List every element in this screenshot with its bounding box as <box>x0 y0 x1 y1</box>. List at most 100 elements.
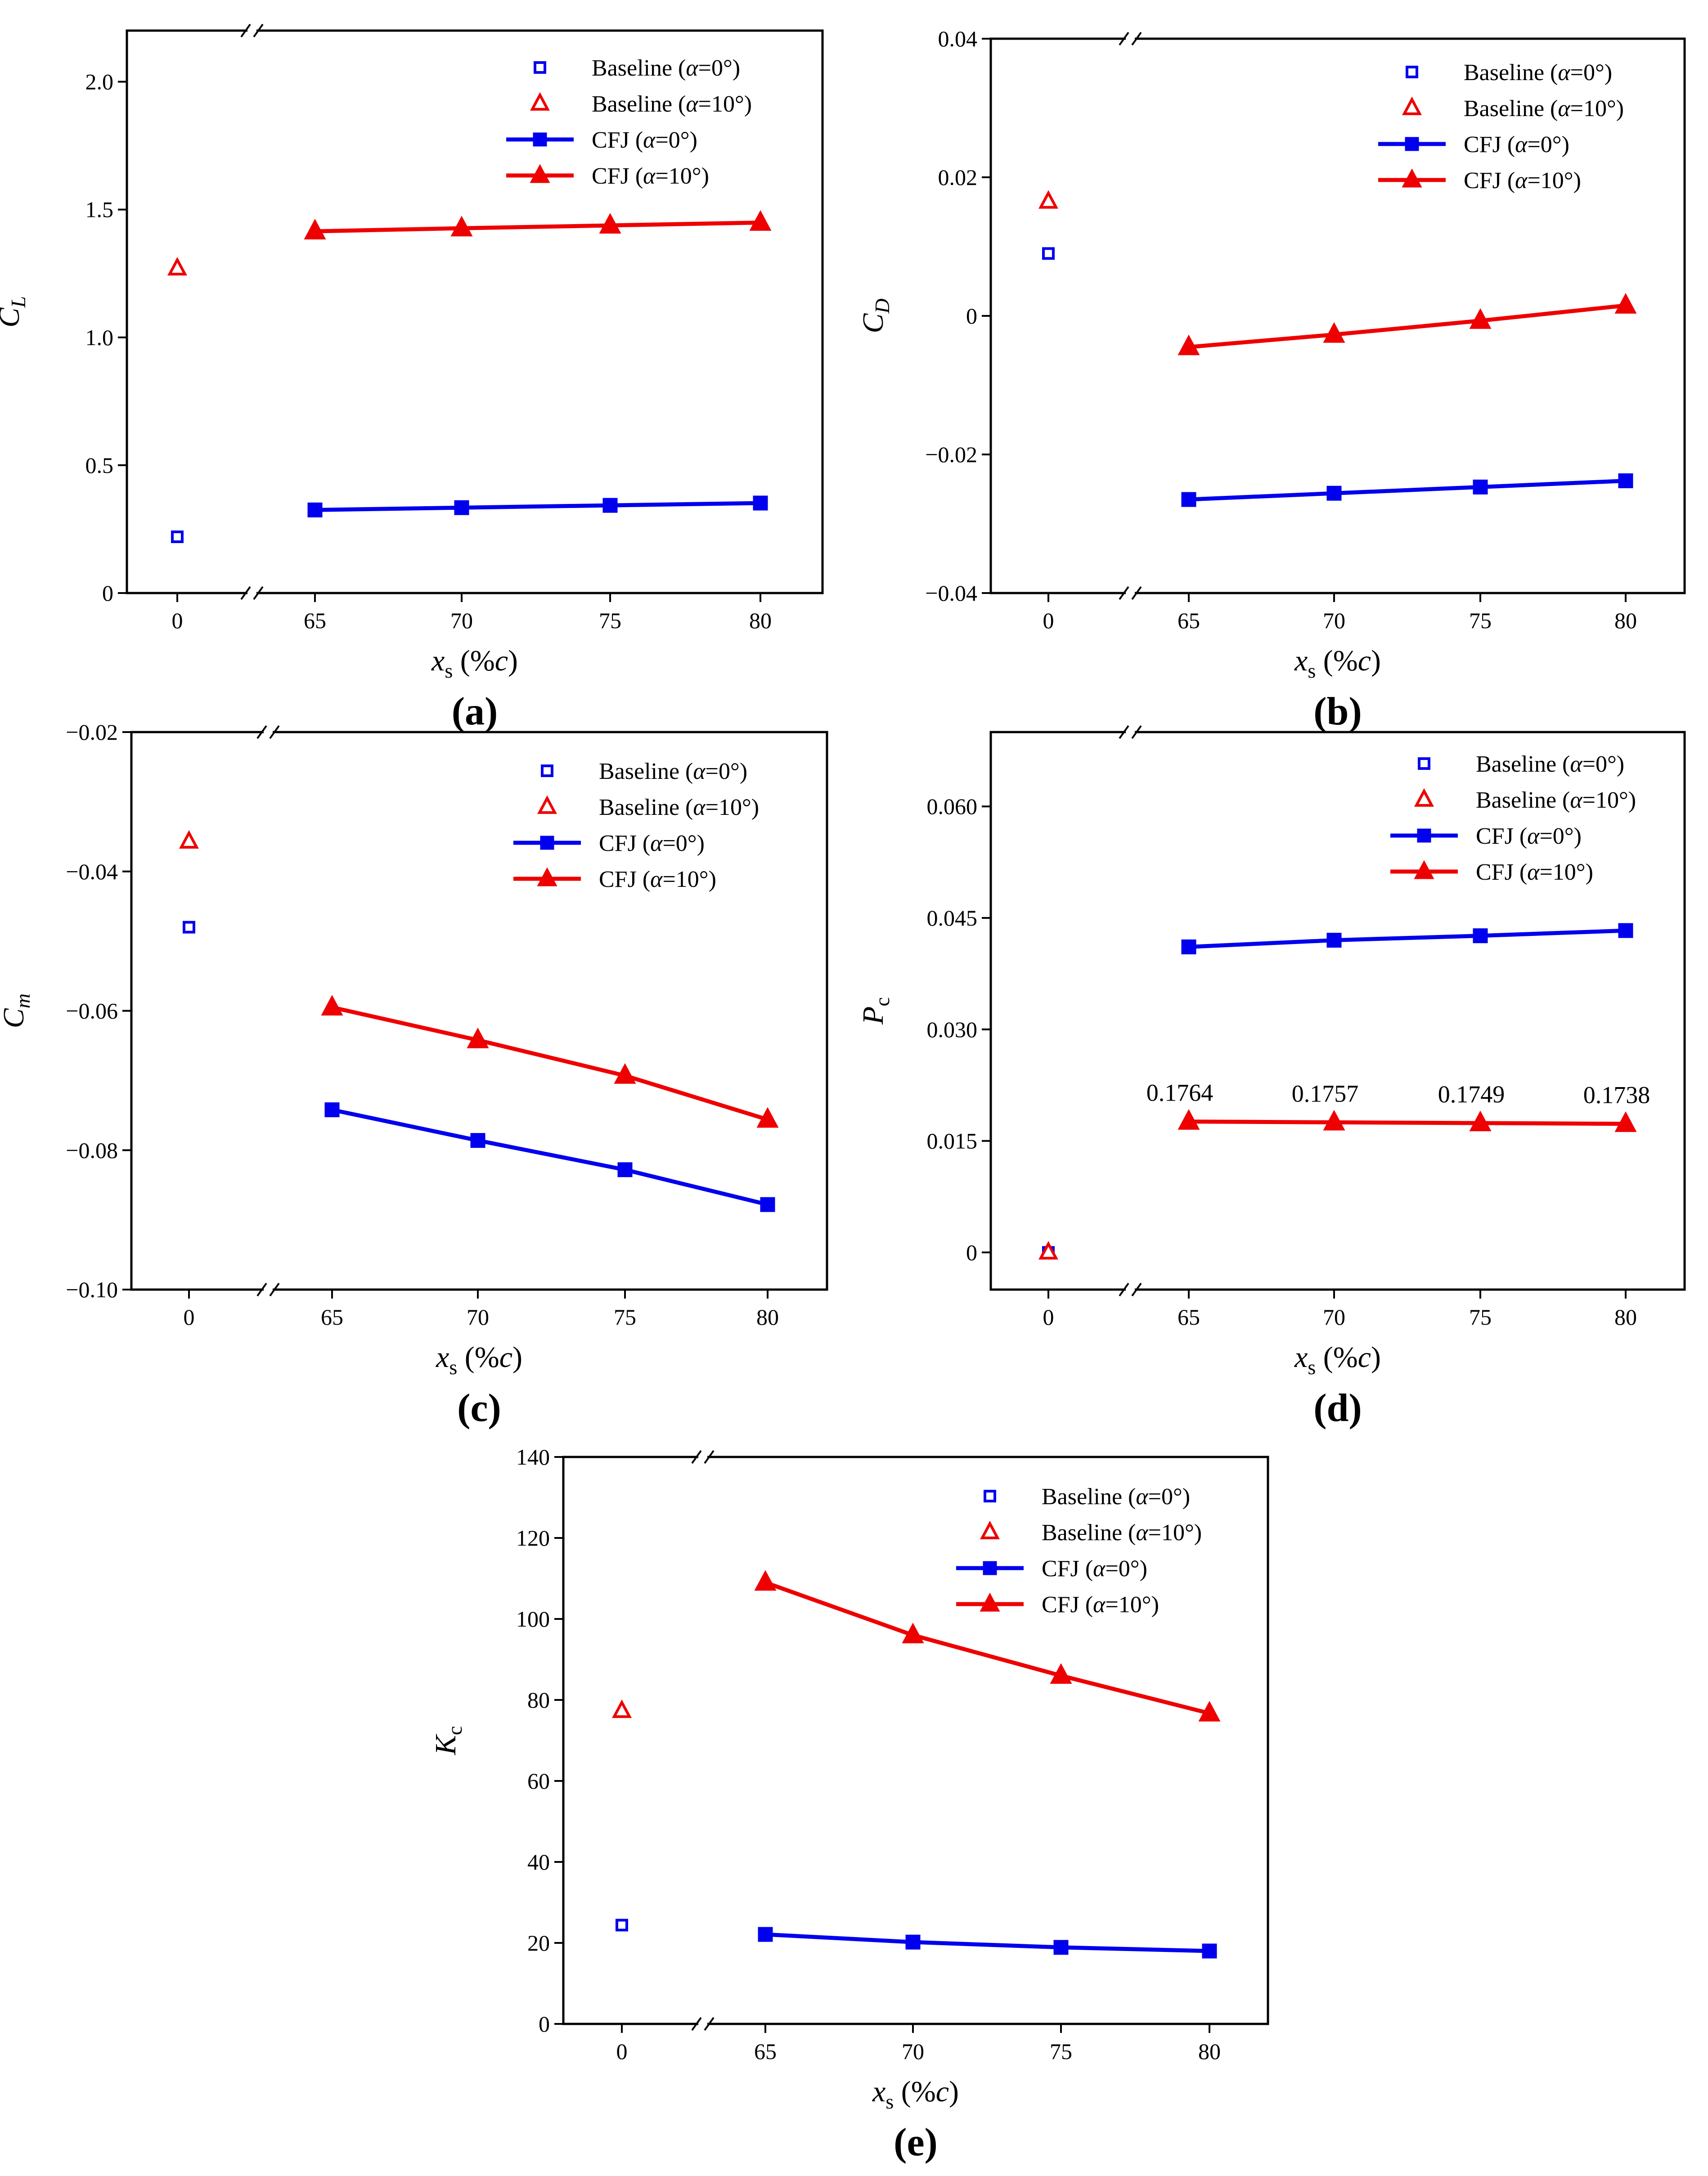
x-tick-label: 75 <box>1469 1304 1492 1330</box>
data-point <box>902 1623 924 1644</box>
y-tick-label: 0 <box>102 580 113 606</box>
legend-label: Baseline (α=10°) <box>592 91 752 117</box>
x-tick-label: 0 <box>1043 608 1054 633</box>
axis-break-slash <box>704 1450 715 1464</box>
legend: Baseline (α=0°) Baseline (α=10°) CFJ (α=0°… <box>506 55 752 189</box>
data-point <box>617 1162 633 1178</box>
legend-marker-triangle <box>530 164 550 183</box>
series-line <box>1188 479 1626 502</box>
axis-break-slash <box>1131 31 1142 46</box>
series-line <box>1188 928 1626 949</box>
x-tick-label: 0 <box>616 2039 628 2064</box>
legend: Baseline (α=0°) Baseline (α=10°) CFJ (α=0°… <box>1378 60 1624 193</box>
legend-marker-square <box>1417 828 1431 843</box>
data-label: 0.1764 <box>1146 1079 1214 1106</box>
axis-break-gap <box>1126 587 1135 599</box>
x-tick-label: 70 <box>902 2039 924 2064</box>
y-axis-title: CL <box>0 296 30 328</box>
legend-baseline-alpha0: Baseline (α=0°) <box>534 55 740 81</box>
plot-frame <box>562 1456 1269 2025</box>
legend-baseline-alpha10: Baseline (α=10°) <box>530 91 752 117</box>
y-tick-label: 0 <box>539 2011 550 2037</box>
panel-label: (e) <box>894 2121 938 2164</box>
legend-marker-triangle <box>1414 860 1434 879</box>
panel-label: (b) <box>1313 690 1362 733</box>
axis-break-slash <box>1131 1282 1142 1297</box>
legend-cfj-alpha10: CFJ (α=10°) <box>1378 168 1581 193</box>
axis-break-gap <box>1126 726 1135 738</box>
axis-break-gap <box>698 1451 707 1463</box>
legend-label: Baseline (α=0°) <box>599 759 747 784</box>
y-tick-label: 0.060 <box>927 794 978 819</box>
y-tick-label: 0.045 <box>927 905 978 931</box>
legend-marker-triangle <box>537 867 557 886</box>
y-tick-label: −0.10 <box>66 1277 118 1302</box>
x-tick-label: 0 <box>172 608 183 633</box>
axis-break-gap <box>247 24 256 37</box>
y-tick-label: 0.5 <box>85 453 114 478</box>
data-point <box>454 500 469 515</box>
axis-break-slash <box>256 1282 267 1297</box>
y-axis-title: Cm <box>0 994 34 1028</box>
legend-label: Baseline (α=10°) <box>1476 787 1636 813</box>
legend-label: CFJ (α=10°) <box>592 163 709 189</box>
x-tick-label: 70 <box>1323 608 1345 633</box>
legend-marker-square <box>540 836 554 850</box>
data-point <box>602 498 618 513</box>
data-label: 0.1757 <box>1292 1080 1359 1107</box>
legend-marker-triangle <box>1414 788 1434 807</box>
legend-baseline-alpha0: Baseline (α=0°) <box>984 1484 1190 1510</box>
x-tick-label: 75 <box>599 608 621 633</box>
legend-marker-square <box>1418 757 1430 770</box>
axis-break-slash <box>691 1450 702 1464</box>
legend-marker-square <box>1405 137 1419 151</box>
y-tick-label: 80 <box>527 1687 550 1713</box>
data-point <box>614 1063 636 1084</box>
legend-marker-square <box>1406 66 1418 78</box>
series-line <box>1188 1119 1626 1126</box>
x-axis-title: xs (%c) <box>431 644 518 682</box>
x-tick-label: 0 <box>184 1304 195 1330</box>
legend: Baseline (α=0°) Baseline (α=10°) CFJ (α=0°… <box>513 759 759 892</box>
axis-break-mark <box>240 23 264 38</box>
series-cfj-alpha10 <box>754 1570 1221 1722</box>
legend-marker-triangle <box>530 92 550 111</box>
x-tick-label: 0 <box>1043 1304 1054 1330</box>
x-tick-label: 80 <box>1198 2039 1221 2064</box>
legend-marker-triangle <box>1402 96 1422 115</box>
legend-cfj-alpha10: CFJ (α=10°) <box>1390 859 1593 885</box>
y-tick-label: 100 <box>516 1606 550 1632</box>
data-point <box>1618 473 1633 489</box>
x-tick-label: 65 <box>321 1304 343 1330</box>
x-tick-label: 70 <box>467 1304 489 1330</box>
axis-break-mark <box>691 1450 715 1464</box>
y-tick-label: −0.04 <box>66 859 118 884</box>
data-point <box>758 1927 773 1942</box>
legend-label: CFJ (α=10°) <box>1042 1592 1159 1618</box>
axis-break-mark <box>256 725 280 739</box>
data-point <box>1469 308 1492 329</box>
data-point <box>753 495 768 511</box>
y-axis-title: CD <box>857 298 894 333</box>
axis-break-slash <box>253 586 264 600</box>
data-point <box>1326 486 1342 501</box>
axis-break-gap <box>698 2018 707 2030</box>
y-tick-label: 40 <box>527 1849 550 1875</box>
axis-break-slash <box>704 2017 715 2031</box>
legend-marker-square <box>541 764 553 777</box>
legend-baseline-alpha10: Baseline (α=10°) <box>980 1520 1202 1546</box>
x-tick-label: 80 <box>749 608 772 633</box>
y-tick-label: 0.04 <box>938 26 978 51</box>
axis-break-slash <box>691 2017 702 2031</box>
y-tick-label: −0.02 <box>66 719 118 745</box>
legend-label: Baseline (α=10°) <box>1464 96 1624 121</box>
axis-break-slash <box>1131 586 1142 600</box>
legend-label: CFJ (α=0°) <box>1464 132 1569 157</box>
axis-break-slash <box>256 725 267 739</box>
legend-cfj-alpha0: CFJ (α=0°) <box>956 1556 1147 1582</box>
panel-label: (a) <box>452 690 498 733</box>
data-point <box>1202 1943 1217 1959</box>
legend-label: Baseline (α=10°) <box>599 795 759 820</box>
axis-break-gap <box>1126 1283 1135 1296</box>
axis-break-slash <box>253 23 264 38</box>
